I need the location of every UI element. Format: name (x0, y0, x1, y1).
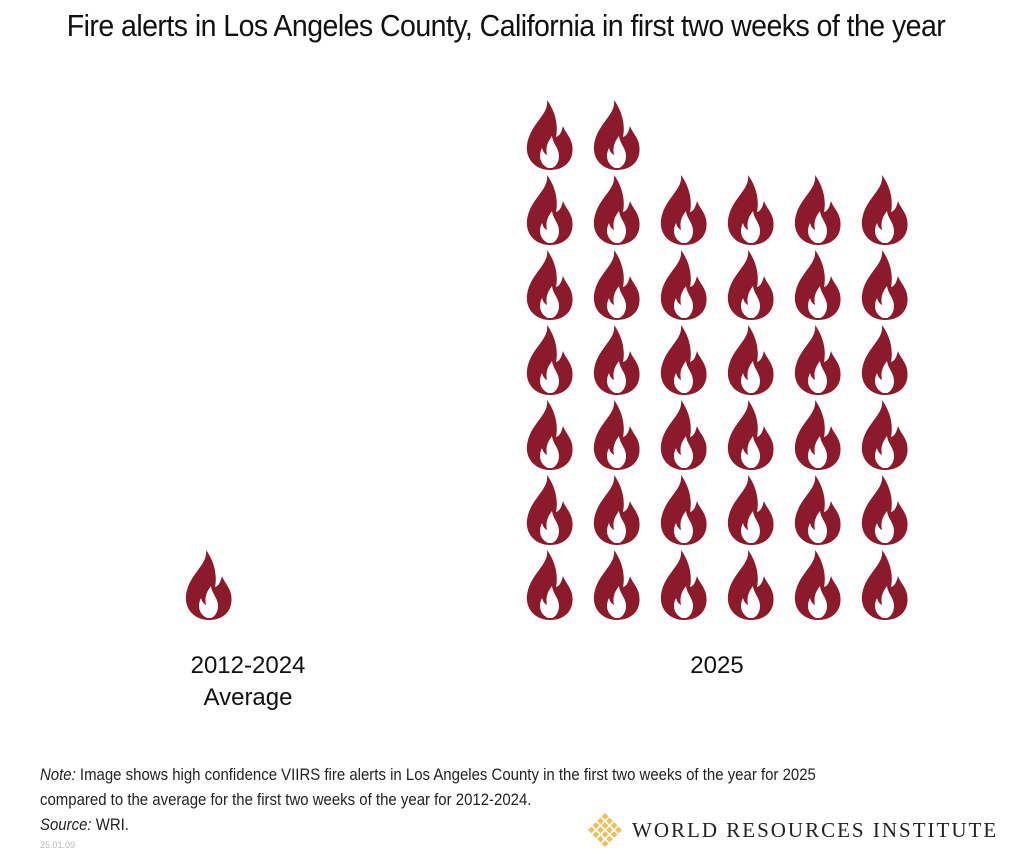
flame-icon (251, 550, 280, 620)
flame-icon (727, 400, 774, 470)
flame-icon (526, 400, 573, 470)
flame-icon (526, 100, 573, 170)
note-body-2: compared to the average for the first tw… (40, 790, 532, 809)
flame-icon (660, 400, 707, 470)
flame-icon (727, 325, 774, 395)
flame-icon (593, 325, 640, 395)
category-label-line: 2012-2024 (190, 652, 306, 679)
flame-icon (727, 250, 774, 320)
category-label-average: 2012-2024 Average (150, 650, 346, 714)
flame-icon (660, 550, 707, 620)
flame-icon (526, 175, 573, 245)
flame-icon (593, 100, 640, 170)
flame-icon (526, 325, 573, 395)
pictogram-chart (185, 100, 908, 620)
flame-icon (794, 475, 841, 545)
flame-icon (794, 250, 841, 320)
flame-icon (593, 175, 640, 245)
flame-icon (660, 250, 707, 320)
flame-icon (794, 175, 841, 245)
category-label-line: 2025 (690, 652, 744, 679)
flame-icon (727, 475, 774, 545)
date-stamp: 25.01.09 (40, 840, 76, 850)
flame-icon (861, 550, 908, 620)
wri-logo: WORLD RESOURCES INSTITUTE (588, 813, 998, 847)
source-label: Source: (40, 815, 92, 834)
flame-icon (727, 550, 774, 620)
flame-icon (185, 550, 232, 620)
flame-icon (861, 400, 908, 470)
flame-icon (861, 175, 908, 245)
category-label-2025: 2025 (617, 650, 817, 682)
flame-icon (794, 400, 841, 470)
flame-icon (660, 475, 707, 545)
flame-icon (861, 250, 908, 320)
flame-icon (593, 550, 640, 620)
flame-icon (861, 475, 908, 545)
wri-logo-icon (588, 813, 622, 847)
note-body: Image shows high confidence VIIRS fire a… (75, 765, 816, 784)
flame-icon (593, 400, 640, 470)
flame-icon (593, 250, 640, 320)
flame-icon (794, 550, 841, 620)
category-label-line: Average (203, 684, 293, 711)
note-label: Note: (40, 765, 76, 784)
flame-icon (660, 325, 707, 395)
source-value: WRI. (91, 815, 129, 834)
flame-icon (526, 550, 573, 620)
flame-icon (593, 475, 640, 545)
flame-icon (660, 175, 707, 245)
chart-title: Fire alerts in Los Angeles County, Calif… (66, 8, 946, 43)
flame-icon (794, 325, 841, 395)
wri-logo-text: WORLD RESOURCES INSTITUTE (632, 817, 999, 842)
flame-icon (727, 175, 774, 245)
flame-icon (526, 250, 573, 320)
flame-icon (861, 325, 908, 395)
flame-icon (526, 475, 573, 545)
note-text: Note: Image shows high confidence VIIRS … (40, 762, 816, 837)
